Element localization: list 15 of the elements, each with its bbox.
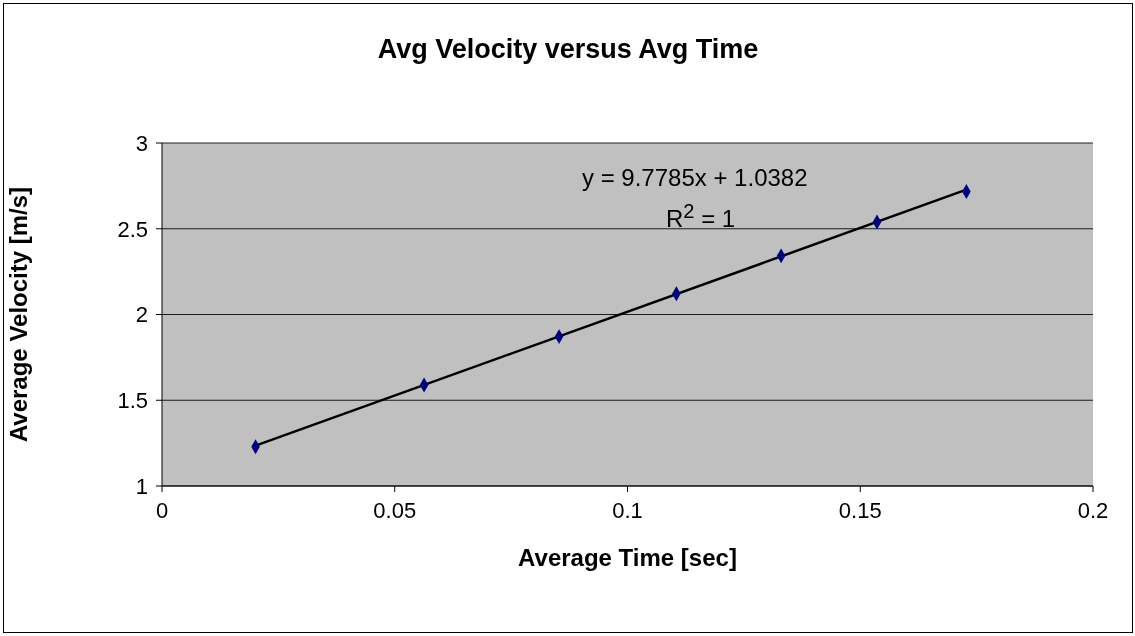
y-tick-label: 1 (135, 473, 148, 499)
y-tick-label: 2 (135, 302, 148, 328)
chart-title: Avg Velocity versus Avg Time (376, 34, 760, 65)
x-tick-label: 0.15 (838, 497, 882, 523)
x-tick-label: 0.05 (373, 497, 417, 523)
x-axis-title: Average Time [sec] (518, 544, 737, 571)
x-tick-label: 0 (155, 497, 169, 523)
x-tick-label: 0.2 (1077, 497, 1109, 523)
annotation: y = 9.7785x + 1.0382 (582, 164, 808, 192)
y-tick-label: 2.5 (117, 216, 148, 242)
y-tick-label: 1.5 (117, 388, 148, 414)
x-tick-label: 0.1 (612, 497, 643, 523)
annotation: R$^{2}$ = 1 (666, 200, 736, 233)
y-tick-label: 3 (135, 130, 148, 156)
y-axis-title: Average Velocity [m/s] (4, 186, 32, 443)
